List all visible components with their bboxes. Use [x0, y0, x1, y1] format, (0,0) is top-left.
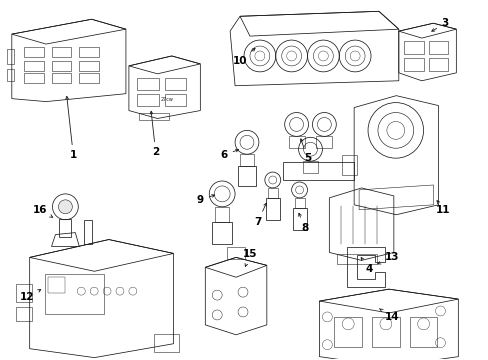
Text: 3: 3	[431, 18, 448, 31]
Text: 2: 2	[150, 111, 159, 157]
Bar	[342, 155, 356, 175]
Bar	[238, 166, 255, 186]
Text: 27cw: 27cw	[160, 97, 173, 102]
Bar	[212, 222, 232, 243]
Bar	[403, 41, 423, 54]
Text: 11: 11	[435, 201, 450, 215]
Bar	[44, 274, 104, 314]
Bar	[302, 161, 318, 173]
Text: 16: 16	[32, 205, 53, 217]
Bar	[137, 94, 158, 105]
Bar	[215, 207, 229, 222]
Bar	[79, 61, 99, 71]
Bar	[16, 307, 32, 321]
Text: 12: 12	[20, 289, 41, 302]
Bar	[51, 47, 71, 57]
Bar	[427, 58, 447, 71]
Bar	[60, 219, 71, 237]
Bar	[139, 113, 168, 121]
Text: 15: 15	[242, 249, 257, 266]
Bar	[164, 78, 186, 90]
Bar	[403, 58, 423, 71]
Bar	[409, 317, 437, 347]
Text: 6: 6	[220, 149, 238, 160]
Bar	[265, 198, 279, 220]
Bar	[316, 136, 332, 148]
Text: 1: 1	[65, 96, 77, 160]
Bar	[137, 78, 158, 90]
Bar	[24, 73, 43, 83]
Bar	[288, 136, 304, 148]
Bar	[267, 188, 277, 198]
Text: 5: 5	[300, 139, 310, 163]
Bar	[337, 255, 376, 264]
Bar	[164, 94, 186, 105]
Bar	[292, 208, 306, 230]
Bar	[240, 154, 253, 166]
Bar	[24, 47, 43, 57]
Bar	[51, 73, 71, 83]
Bar	[79, 47, 99, 57]
Bar	[294, 198, 304, 208]
Bar	[282, 162, 353, 180]
Bar	[427, 41, 447, 54]
Bar	[47, 277, 65, 293]
Bar	[16, 284, 32, 302]
Text: 8: 8	[298, 213, 307, 233]
Bar	[84, 220, 92, 244]
Bar	[226, 247, 244, 260]
Circle shape	[59, 200, 72, 214]
Bar	[24, 61, 43, 71]
Bar	[334, 317, 361, 347]
Text: 9: 9	[196, 195, 214, 205]
Bar	[79, 73, 99, 83]
Text: 10: 10	[232, 48, 255, 66]
Text: 7: 7	[254, 203, 266, 227]
Bar	[153, 334, 178, 352]
Bar	[371, 317, 399, 347]
Text: 4: 4	[361, 257, 372, 274]
Bar	[7, 49, 14, 64]
Text: 13: 13	[377, 252, 398, 264]
Text: 14: 14	[379, 309, 398, 322]
Bar	[7, 69, 14, 81]
Bar	[51, 61, 71, 71]
